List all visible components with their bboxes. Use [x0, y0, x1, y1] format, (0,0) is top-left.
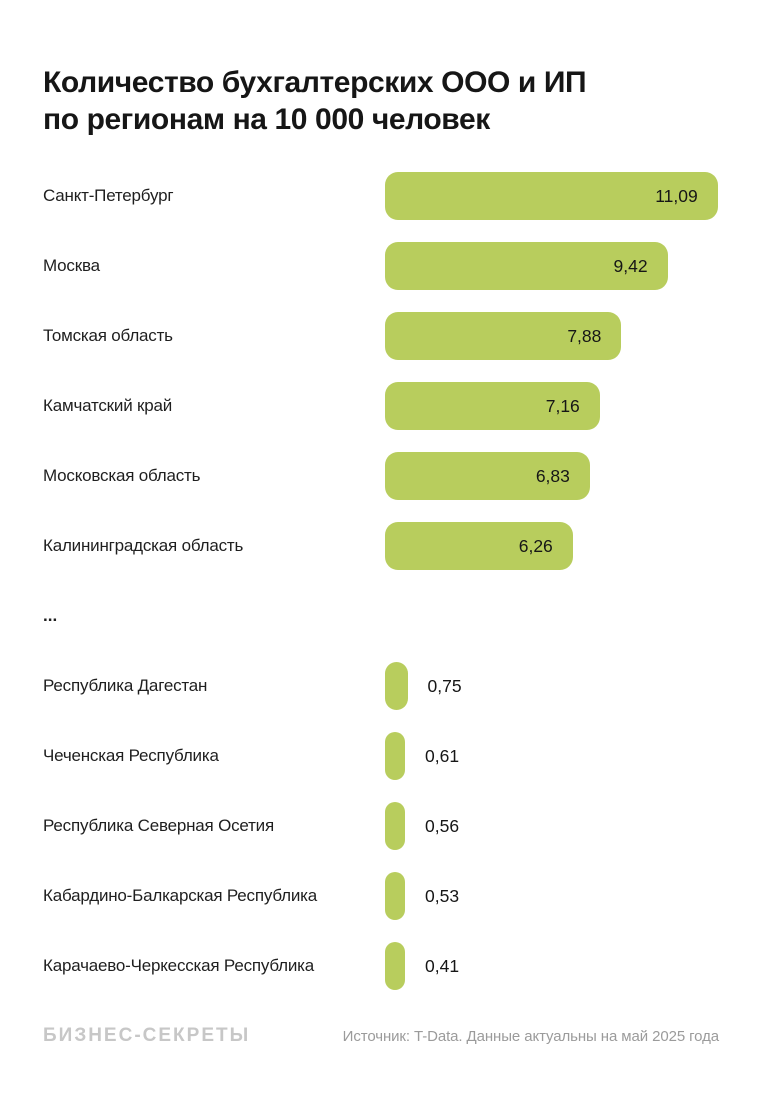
bar-area: 0,56 [385, 802, 719, 850]
bar-value-label: 0,56 [425, 815, 460, 836]
chart-row: Калининградская область 6,26 [43, 511, 719, 581]
bar-value-label: 0,41 [425, 955, 460, 976]
brand-logo: БИЗНЕС-СЕКРЕТЫ [43, 1025, 251, 1046]
chart-row: Санкт-Петербург 11,09 [43, 161, 719, 231]
bar-area: 0,75 [385, 662, 719, 710]
chart-rows-bottom: Республика Дагестан 0,75 Чеченская Республ… [43, 651, 719, 1001]
bar-value-label: 11,09 [655, 186, 698, 206]
region-label: Кабардино-Балкарская Республика [43, 886, 317, 905]
bar: 6,83 [385, 452, 590, 500]
chart-row: Кабардино-Балкарская Республика 0,53 [43, 861, 719, 931]
bar [385, 942, 405, 990]
bar-area: 9,42 [385, 242, 719, 290]
footer: БИЗНЕС-СЕКРЕТЫ Источник: T-Data. Данные … [43, 1025, 719, 1047]
bar-value-label: 9,42 [613, 256, 648, 276]
chart-row: Московская область 6,83 [43, 441, 719, 511]
bar-area: 6,83 [385, 452, 719, 500]
truncation-marker: ... [43, 606, 58, 625]
bar: 11,09 [385, 172, 718, 220]
bar: 9,42 [385, 242, 668, 290]
bar-area: 7,88 [385, 312, 719, 360]
bar-area: 0,53 [385, 872, 719, 920]
region-label: Камчатский край [43, 396, 173, 415]
region-label: Карачаево-Черкесская Республика [43, 956, 315, 975]
bar [385, 802, 405, 850]
bar-area: 11,09 [385, 172, 719, 220]
bar [385, 662, 408, 710]
region-label: Калининградская область [43, 536, 244, 555]
region-label: Томская область [43, 326, 173, 345]
chart-row: Республика Дагестан 0,75 [43, 651, 719, 721]
chart-title-line1: Количество бухгалтерских ООО и ИП [43, 66, 587, 99]
chart-title-line2: по регионам на 10 000 человек [43, 103, 490, 136]
chart-row: Карачаево-Черкесская Республика 0,41 [43, 931, 719, 1001]
bar-value-label: 7,16 [545, 396, 580, 416]
chart-rows-top: Санкт-Петербург 11,09 Москва 9,42 Томская об… [43, 161, 719, 581]
bar-area: 0,41 [385, 942, 719, 990]
region-label: Республика Дагестан [43, 676, 208, 695]
bar-area: 7,16 [385, 382, 719, 430]
region-label: Москва [43, 256, 100, 275]
region-label: Чеченская Республика [43, 746, 219, 765]
bar-value-label: 0,53 [425, 885, 460, 906]
bar-value-label: 6,83 [535, 466, 570, 486]
bar: 7,88 [385, 312, 622, 360]
bar-area: 0,61 [385, 732, 719, 780]
bar-value-label: 6,26 [518, 536, 553, 556]
chart-row: Москва 9,42 [43, 231, 719, 301]
bar [385, 732, 405, 780]
chart-row: Чеченская Республика 0,61 [43, 721, 719, 791]
source-note: Источник: T-Data. Данные актуальны на ма… [342, 1027, 719, 1045]
bar: 7,16 [385, 382, 600, 430]
region-label: Московская область [43, 466, 201, 485]
region-label: Республика Северная Осетия [43, 816, 274, 835]
chart-row: Республика Северная Осетия 0,56 [43, 791, 719, 861]
region-label: Санкт-Петербург [43, 186, 174, 205]
chart-row: Камчатский край 7,16 [43, 371, 719, 441]
bar-value-label: 0,61 [425, 745, 460, 766]
chart-row: Томская область 7,88 [43, 301, 719, 371]
bar [385, 872, 405, 920]
bar: 6,26 [385, 522, 573, 570]
bar-value-label: 0,75 [427, 675, 462, 696]
chart-title: Количество бухгалтерских ООО и ИП по рег… [43, 64, 719, 138]
bar-area: 6,26 [385, 522, 719, 570]
bar-value-label: 7,88 [567, 326, 602, 346]
